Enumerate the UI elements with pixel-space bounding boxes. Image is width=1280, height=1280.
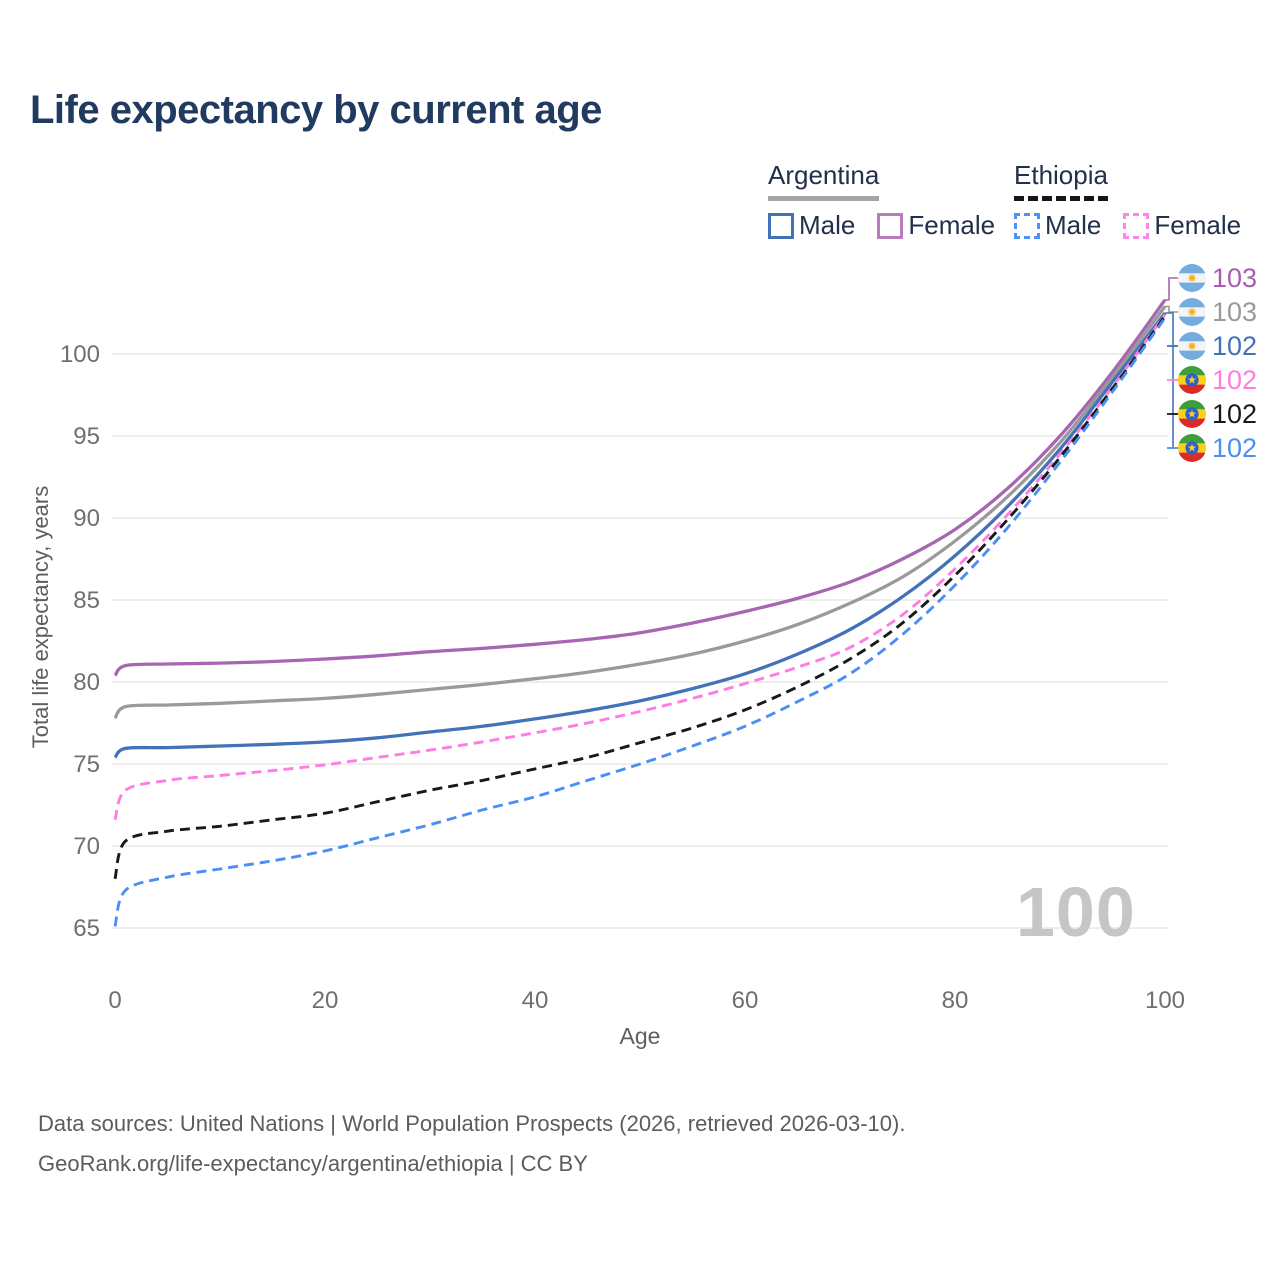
ethiopia-flag-icon [1178, 434, 1206, 462]
series-line-argentina-female[interactable] [113, 298, 1167, 677]
end-label-value: 102 [1212, 331, 1258, 361]
end-label-row: 102 [1178, 332, 1257, 360]
legend-swatch [768, 212, 794, 239]
footer: Data sources: United Nations | World Pop… [38, 1104, 905, 1184]
legend-swatch [1123, 212, 1150, 239]
legend-item-label: Female [908, 210, 996, 240]
legend-item-label: Male [1045, 210, 1102, 240]
x-axis-title: Age [620, 1023, 661, 1049]
legend-group-ethiopia: Ethiopia Male Female [1014, 160, 1241, 241]
legend-country-argentina[interactable]: Argentina [768, 160, 880, 201]
legend-swatch [1014, 212, 1040, 239]
legend-item-argentina-female[interactable]: Female [877, 210, 995, 241]
y-tick-label: 75 [73, 751, 100, 778]
legend-item-argentina-male[interactable]: Male [768, 210, 855, 241]
argentina-flag-icon [1178, 332, 1206, 360]
ethiopia-flag-icon [1178, 366, 1206, 394]
legend-item-ethiopia-male[interactable]: Male [1014, 210, 1101, 241]
leader-line [1165, 277, 1180, 301]
y-tick-label: 80 [73, 669, 100, 696]
legend-country-ethiopia[interactable]: Ethiopia [1014, 160, 1108, 201]
legend-item-label: Female [1154, 210, 1242, 240]
y-tick-label: 90 [73, 505, 100, 532]
y-tick-label: 70 [73, 833, 100, 860]
y-tick-label: 85 [73, 587, 100, 614]
y-tick-label: 100 [60, 341, 100, 368]
leader-line [1165, 305, 1180, 313]
end-label-row: 102 [1178, 366, 1257, 394]
series-line-argentina-male[interactable] [113, 312, 1167, 759]
footer-attribution: GeoRank.org/life-expectancy/argentina/et… [38, 1151, 588, 1176]
series-line-ethiopia-male[interactable] [113, 317, 1167, 927]
x-tick-label: 20 [312, 987, 339, 1014]
x-tick-label: 80 [942, 987, 969, 1014]
x-tick-label: 60 [732, 987, 759, 1014]
end-label-value: 102 [1212, 365, 1258, 395]
series-line-ethiopia-female[interactable] [113, 313, 1167, 821]
series-line-ethiopia[interactable] [113, 315, 1167, 880]
current-age-watermark: 100 [1016, 873, 1136, 951]
end-label-row: 102 [1178, 400, 1257, 428]
series-line-argentina[interactable] [113, 305, 1167, 720]
page-title: Life expectancy by current age [30, 88, 602, 132]
end-label-row: 103 [1178, 264, 1257, 292]
end-label-value: 102 [1212, 433, 1258, 463]
x-tick-label: 40 [522, 987, 549, 1014]
x-tick-label: 100 [1145, 987, 1185, 1014]
argentina-flag-icon [1178, 298, 1206, 326]
legend-swatch [877, 212, 904, 239]
x-tick-label: 0 [108, 987, 121, 1014]
legend-item-label: Male [799, 210, 856, 240]
y-tick-label: 95 [73, 423, 100, 450]
ethiopia-flag-icon [1178, 400, 1206, 428]
end-label-value: 103 [1212, 297, 1258, 327]
end-label-value: 103 [1212, 263, 1258, 293]
legend-item-ethiopia-female[interactable]: Female [1123, 210, 1241, 241]
end-label-value: 102 [1212, 399, 1258, 429]
y-axis-title: Total life expectancy, years [28, 486, 53, 749]
y-tick-label: 65 [73, 915, 100, 942]
end-label-row: 102 [1178, 434, 1257, 462]
legend-group-argentina: Argentina Male Female [768, 160, 995, 241]
footer-data-sources: Data sources: United Nations | World Pop… [38, 1111, 906, 1136]
end-label-row: 103 [1178, 298, 1257, 326]
argentina-flag-icon [1178, 264, 1206, 292]
leader-rail [1165, 312, 1174, 448]
